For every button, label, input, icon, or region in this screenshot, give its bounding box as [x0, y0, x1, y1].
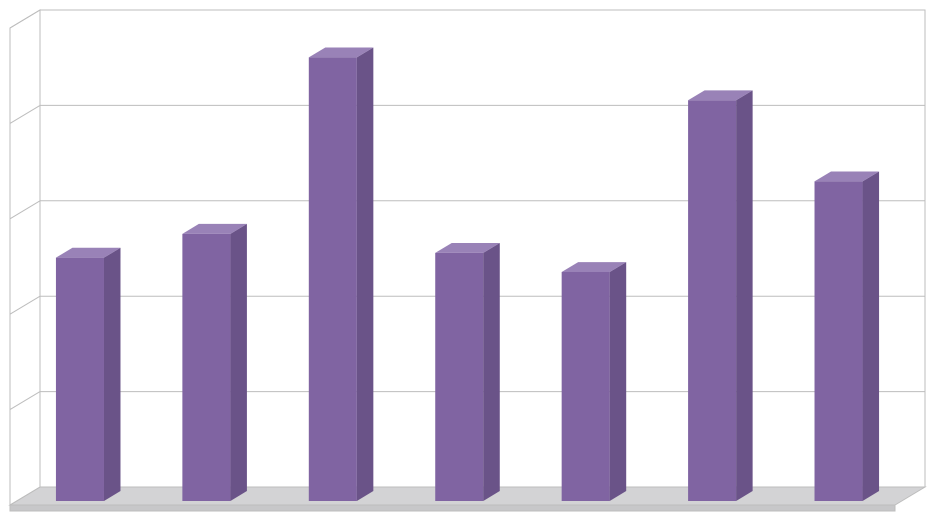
bar — [688, 90, 753, 501]
bar-chart-3d — [0, 0, 935, 515]
chart-canvas — [0, 0, 935, 515]
bar — [815, 171, 880, 500]
bar — [562, 262, 627, 501]
bar — [182, 224, 247, 501]
bar — [435, 243, 500, 501]
bar — [309, 47, 374, 501]
bar — [56, 248, 121, 501]
